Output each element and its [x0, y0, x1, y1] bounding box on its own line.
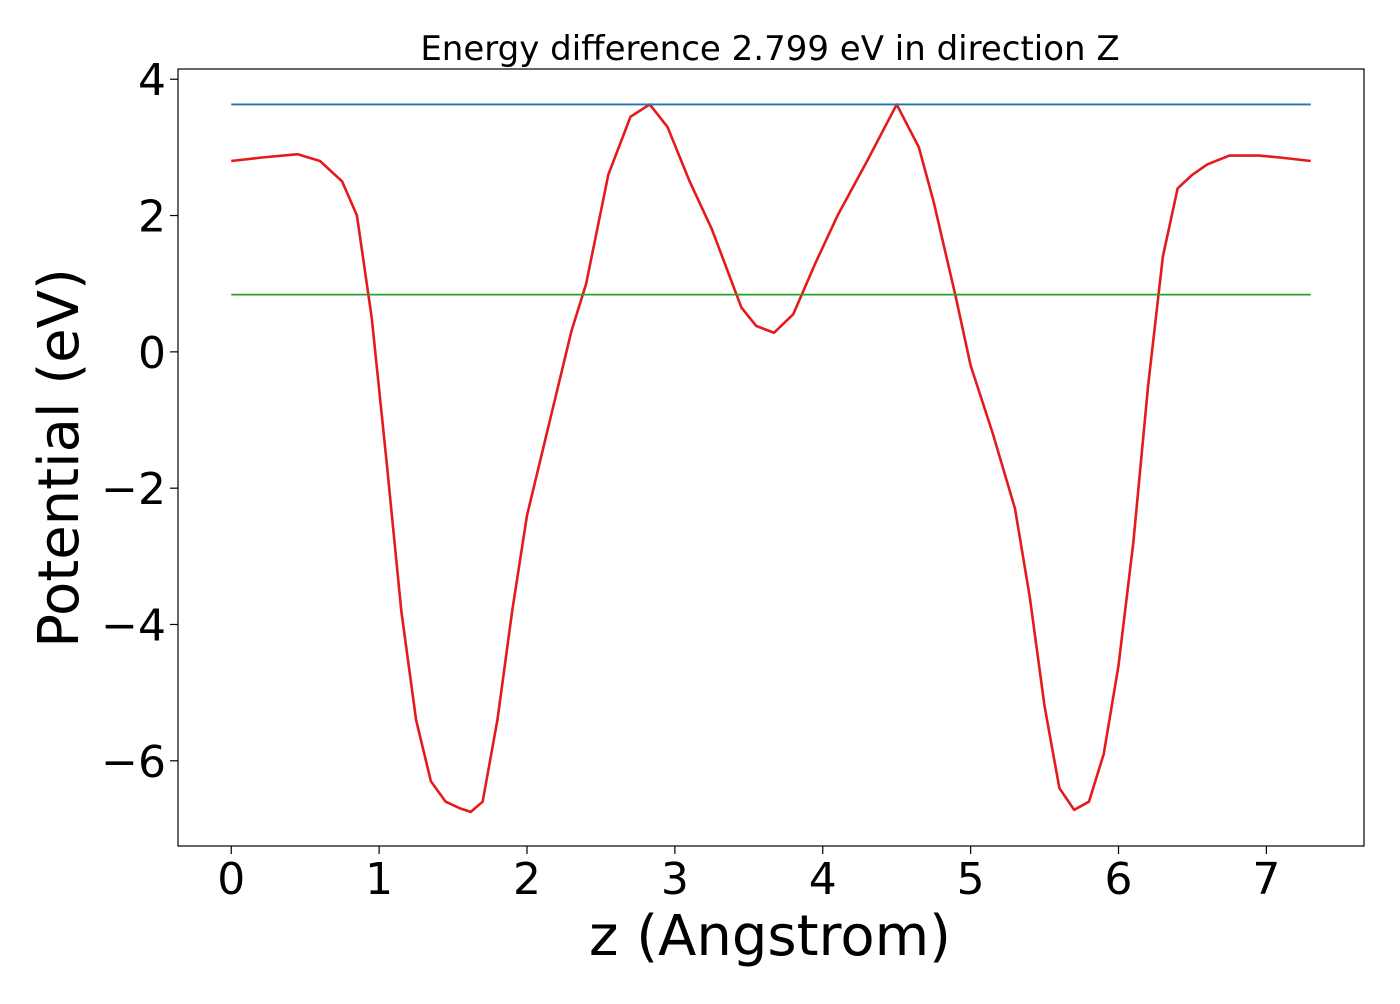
x-tick-label: 5: [957, 854, 985, 905]
y-tick-label: 0: [138, 328, 166, 379]
x-axis-label: z (Angstrom): [589, 904, 951, 969]
x-tick-label: 4: [809, 854, 837, 905]
x-tick-label: 2: [513, 854, 541, 905]
series-layer: [231, 103, 1311, 814]
y-tick-label: −2: [101, 464, 166, 515]
series-line-0: [231, 103, 1311, 814]
chart-title: Energy difference 2.799 eV in direction …: [420, 29, 1119, 69]
x-tick-label: 0: [217, 854, 245, 905]
y-tick-label: 2: [138, 192, 166, 243]
y-axis: −6 −4 −2 0 2 4: [101, 55, 178, 788]
plot-frame: [177, 68, 1365, 847]
x-tick-label: 6: [1105, 854, 1133, 905]
y-axis-label: Potential (eV): [27, 268, 92, 648]
y-tick-label: −6: [101, 737, 166, 788]
y-tick-label: 4: [138, 55, 166, 106]
y-tick-label: −4: [101, 600, 166, 651]
x-tick-label: 7: [1252, 854, 1280, 905]
x-tick-label: 1: [365, 854, 393, 905]
x-axis: 0 1 2 3 4 5 6 7: [217, 846, 1280, 905]
x-tick-label: 3: [661, 854, 689, 905]
